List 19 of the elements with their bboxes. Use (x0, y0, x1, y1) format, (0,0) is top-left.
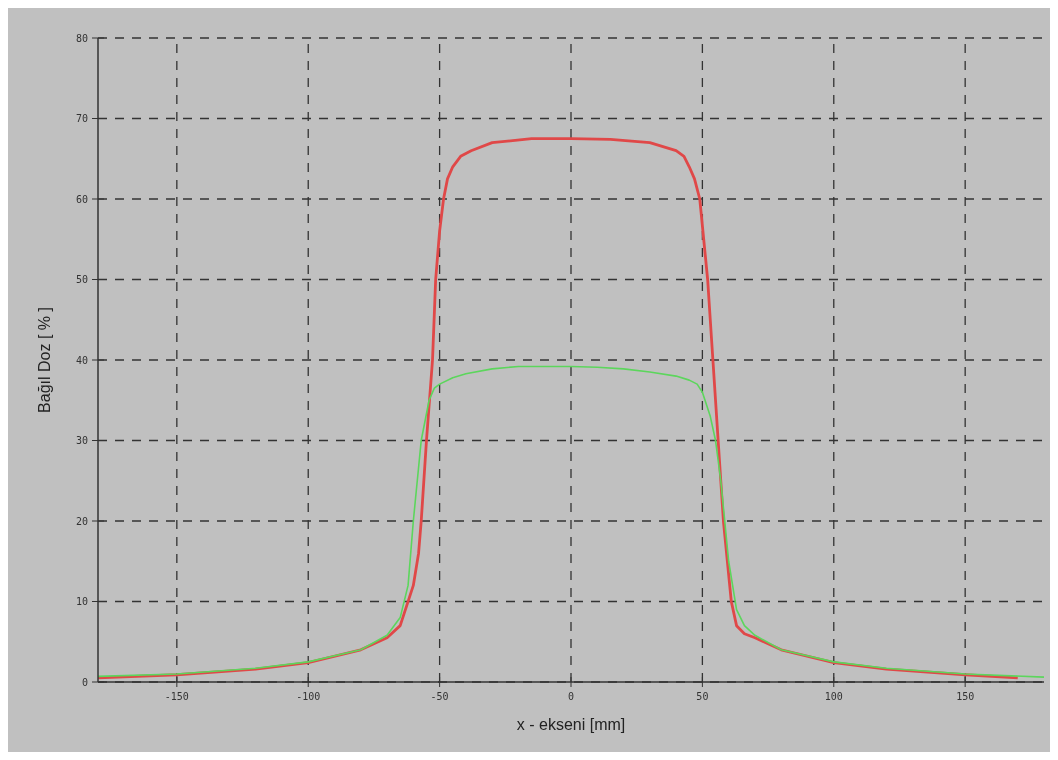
y-tick-label: 10 (75, 596, 88, 607)
y-tick-label: 50 (75, 274, 88, 285)
x-axis-title: x - ekseni [mm] (516, 716, 626, 733)
x-tick-label: -100 (296, 691, 321, 702)
x-tick-label: -150 (164, 691, 189, 702)
y-axis-title: Bağıl Doz [ % ] (36, 307, 53, 413)
x-tick-label: 0 (567, 691, 575, 702)
x-tick-label: 50 (696, 691, 709, 702)
x-tick-label: 100 (824, 691, 843, 702)
line-series (97, 365, 1045, 678)
y-tick-label: 0 (81, 676, 88, 688)
y-tick-label: 30 (75, 435, 88, 446)
y-tick-label: 60 (75, 193, 88, 205)
y-tick-label: 40 (75, 354, 88, 366)
x-tick-label: 150 (956, 691, 975, 702)
y-tick-label: 20 (75, 515, 88, 527)
y-tick-label: 70 (75, 113, 88, 124)
y-tick-label: 80 (75, 32, 88, 44)
x-tick-label: -50 (430, 691, 449, 702)
